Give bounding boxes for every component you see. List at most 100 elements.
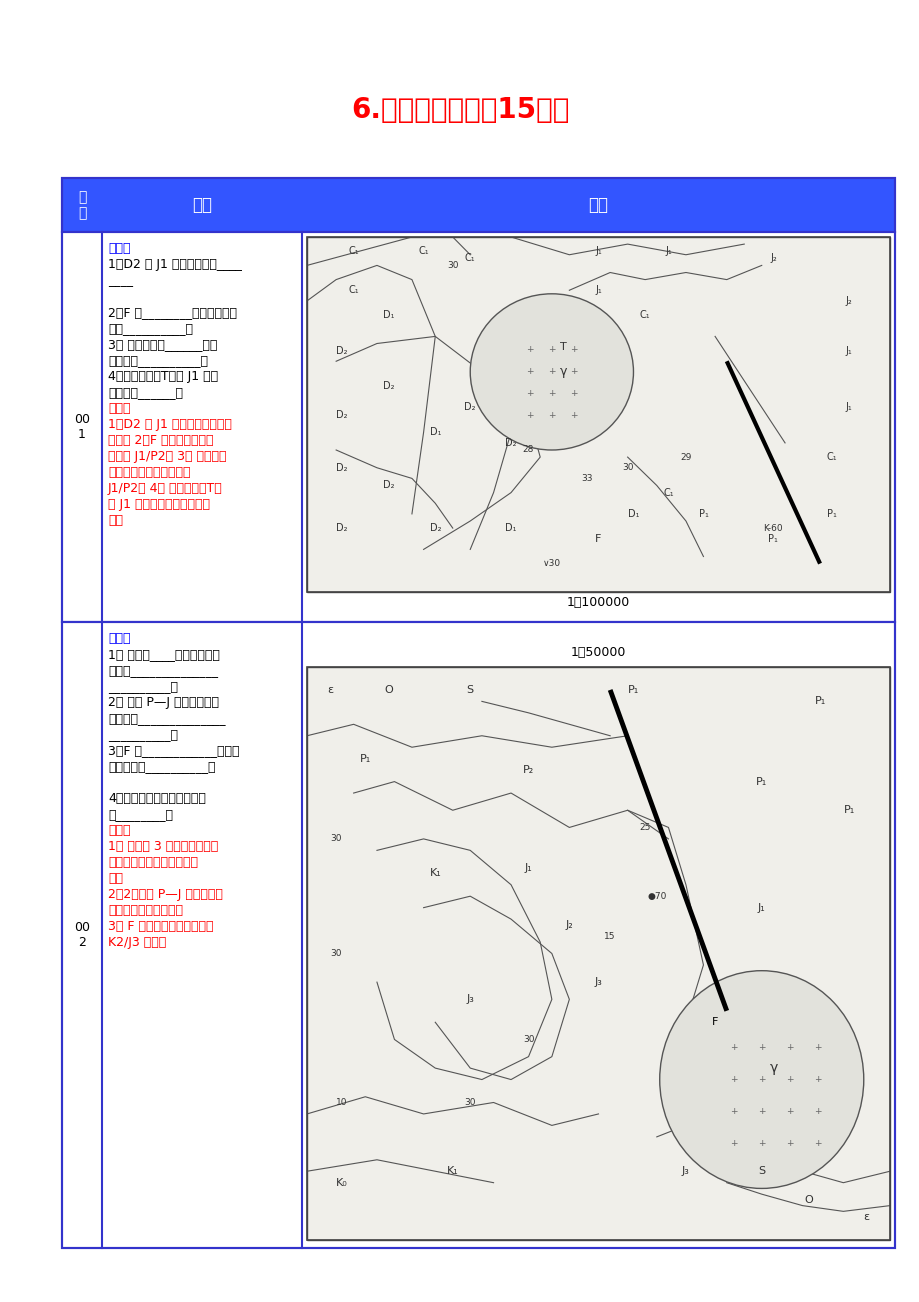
- Text: +: +: [548, 389, 555, 398]
- Text: 类型为______________: 类型为______________: [108, 664, 218, 677]
- Text: P₁: P₁: [698, 509, 708, 519]
- Text: 触关系为______。: 触关系为______。: [108, 385, 183, 398]
- Text: D₁: D₁: [429, 427, 440, 437]
- Text: P₁: P₁: [767, 534, 777, 544]
- Text: +: +: [757, 1139, 765, 1148]
- Text: 1、D2 与 J1 的接触关系为____: 1、D2 与 J1 的接触关系为____: [108, 258, 242, 271]
- Text: 30: 30: [447, 260, 458, 270]
- Text: 3、 褶皱形态为______，形: 3、 褶皱形态为______，形: [108, 339, 217, 352]
- Text: +: +: [813, 1107, 821, 1116]
- Text: D₂: D₂: [464, 402, 475, 413]
- Text: 形成时代为__________。: 形成时代为__________。: [108, 760, 215, 773]
- Text: J₁: J₁: [845, 345, 852, 355]
- Text: T: T: [560, 342, 566, 352]
- Text: +: +: [526, 411, 533, 421]
- Text: 1：100000: 1：100000: [566, 595, 630, 608]
- Text: 问题：: 问题：: [108, 242, 130, 255]
- Text: ●70: ●70: [646, 892, 665, 901]
- Text: C₁: C₁: [825, 452, 836, 462]
- Text: ε: ε: [863, 1212, 868, 1223]
- Text: 不整合 2、F 为逆断层，形成: 不整合 2、F 为逆断层，形成: [108, 434, 213, 447]
- Text: D₂: D₂: [505, 437, 516, 448]
- Text: 2、2、图中 P—J 形成的褶皱: 2、2、图中 P—J 形成的褶皱: [108, 888, 222, 901]
- Text: S: S: [757, 1167, 765, 1176]
- Text: 态类型为______________: 态类型为______________: [108, 712, 225, 725]
- Text: 25: 25: [639, 823, 650, 832]
- Text: 00
2: 00 2: [74, 921, 90, 949]
- Text: C₁: C₁: [348, 246, 358, 256]
- Text: +: +: [729, 1043, 737, 1052]
- Text: __________。: __________。: [108, 680, 177, 693]
- Text: F: F: [595, 534, 601, 544]
- Text: 为________。: 为________。: [108, 809, 173, 822]
- Text: D₁: D₁: [627, 509, 639, 519]
- Text: +: +: [785, 1043, 792, 1052]
- Text: ____: ____: [108, 273, 133, 286]
- Text: F: F: [711, 1017, 718, 1027]
- Text: J₁: J₁: [595, 285, 601, 296]
- Text: 2、 图中 P—J 形成的褶皱位: 2、 图中 P—J 形成的褶皱位: [108, 697, 219, 710]
- Text: 答案：: 答案：: [108, 402, 130, 415]
- Text: 图形: 图形: [588, 197, 607, 214]
- Text: P₂: P₂: [522, 766, 534, 775]
- Text: +: +: [785, 1075, 792, 1085]
- Text: K₀: K₀: [335, 1178, 347, 1187]
- Text: +: +: [729, 1139, 737, 1148]
- Text: 时代为 J1/P2。 3、 褶皱形态: 时代为 J1/P2。 3、 褶皱形态: [108, 450, 226, 464]
- Text: K2/J3 之间。: K2/J3 之间。: [108, 936, 166, 949]
- Text: 代为__________。: 代为__________。: [108, 322, 193, 335]
- Text: J₃: J₃: [466, 995, 473, 1004]
- Text: 1、D2 与 J1 的接触关系为角度: 1、D2 与 J1 的接触关系为角度: [108, 418, 232, 431]
- Text: +: +: [813, 1139, 821, 1148]
- Text: ∨30: ∨30: [542, 559, 561, 568]
- Text: K₁: K₁: [447, 1167, 459, 1176]
- Text: 00
1: 00 1: [74, 413, 90, 441]
- Text: 33: 33: [581, 474, 592, 483]
- Text: 30: 30: [621, 464, 632, 473]
- Text: +: +: [548, 367, 555, 376]
- Text: D₂: D₂: [382, 381, 394, 391]
- Text: +: +: [570, 345, 577, 354]
- Text: 10: 10: [335, 1098, 347, 1107]
- Text: γ: γ: [768, 1061, 777, 1075]
- Text: 3、 F 是正断层，形成时代为: 3、 F 是正断层，形成时代为: [108, 921, 213, 934]
- Text: O: O: [384, 685, 392, 695]
- Text: J₁: J₁: [524, 862, 532, 872]
- Text: J₂: J₂: [845, 296, 852, 306]
- Text: 合。: 合。: [108, 514, 123, 527]
- Text: K-60: K-60: [763, 523, 782, 533]
- Text: +: +: [570, 389, 577, 398]
- Bar: [62, 232, 894, 622]
- Text: C₁: C₁: [464, 254, 475, 263]
- Text: P₁: P₁: [826, 509, 835, 519]
- Text: +: +: [813, 1075, 821, 1085]
- Text: D₂: D₂: [335, 345, 347, 355]
- Text: +: +: [757, 1043, 765, 1052]
- Bar: [62, 178, 894, 1249]
- Text: P₁: P₁: [627, 685, 639, 695]
- Text: +: +: [785, 1139, 792, 1148]
- Text: +: +: [570, 367, 577, 376]
- Text: J₂: J₂: [769, 254, 776, 263]
- Text: +: +: [757, 1107, 765, 1116]
- Text: C₁: C₁: [639, 310, 650, 320]
- Text: 1、 图中有____个不整合，其: 1、 图中有____个不整合，其: [108, 648, 220, 661]
- Text: 1：50000: 1：50000: [570, 646, 626, 659]
- Text: J₁: J₁: [845, 402, 852, 413]
- Text: D₁: D₁: [382, 310, 394, 320]
- Text: 位态类型为直立倾伏。: 位态类型为直立倾伏。: [108, 904, 183, 917]
- Text: 为斜歪倾伏，形成时代为: 为斜歪倾伏，形成时代为: [108, 466, 190, 479]
- Text: 30: 30: [464, 1098, 475, 1107]
- Text: 30: 30: [330, 835, 342, 844]
- Text: 型为平行不整合与角度不整: 型为平行不整合与角度不整: [108, 855, 198, 868]
- Text: +: +: [526, 345, 533, 354]
- Text: 与 J1 的接触关系为角度不整: 与 J1 的接触关系为角度不整: [108, 497, 210, 510]
- Text: J₁: J₁: [757, 902, 765, 913]
- Text: 答案：: 答案：: [108, 824, 130, 837]
- Text: +: +: [729, 1107, 737, 1116]
- Text: +: +: [548, 411, 555, 421]
- Text: γ: γ: [559, 366, 567, 379]
- Text: 3、F 是____________断层，: 3、F 是____________断层，: [108, 743, 239, 756]
- Text: 29: 29: [679, 453, 691, 462]
- Text: P₁: P₁: [755, 776, 766, 786]
